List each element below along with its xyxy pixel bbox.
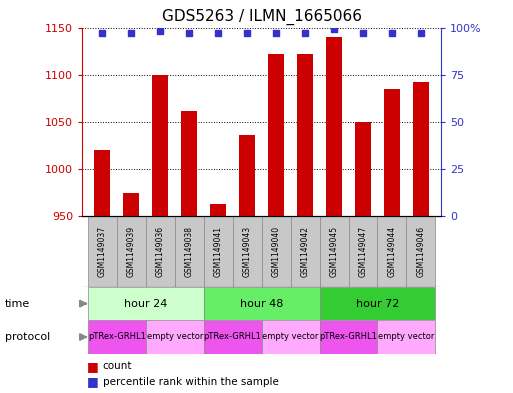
Bar: [378, 216, 406, 287]
Bar: [355, 122, 371, 216]
Bar: [326, 37, 342, 216]
Bar: [384, 89, 400, 216]
Text: hour 72: hour 72: [356, 299, 399, 309]
Point: [156, 28, 164, 35]
Text: percentile rank within the sample: percentile rank within the sample: [103, 377, 279, 387]
Bar: [146, 216, 175, 287]
Bar: [210, 204, 226, 216]
Point: [185, 30, 193, 36]
Text: pTRex-GRHL1: pTRex-GRHL1: [320, 332, 378, 342]
Text: hour 24: hour 24: [124, 299, 167, 309]
Text: pTRex-GRHL1: pTRex-GRHL1: [204, 332, 262, 342]
Point: [417, 30, 425, 36]
Point: [272, 30, 280, 36]
Text: time: time: [5, 299, 30, 309]
Bar: [94, 150, 110, 216]
Point: [98, 30, 107, 36]
Bar: [146, 320, 204, 354]
Text: protocol: protocol: [5, 332, 50, 342]
Text: GSM1149043: GSM1149043: [243, 226, 252, 277]
Bar: [239, 135, 255, 216]
Bar: [378, 320, 436, 354]
Point: [359, 30, 367, 36]
Bar: [88, 216, 117, 287]
Text: GSM1149037: GSM1149037: [98, 226, 107, 277]
Text: count: count: [103, 361, 132, 371]
Bar: [320, 216, 348, 287]
Bar: [297, 54, 313, 216]
Bar: [320, 287, 436, 320]
Text: GSM1149040: GSM1149040: [271, 226, 281, 277]
Bar: [268, 54, 284, 216]
Bar: [320, 320, 378, 354]
Bar: [117, 216, 146, 287]
Point: [388, 30, 396, 36]
Bar: [175, 216, 204, 287]
Text: empty vector: empty vector: [147, 332, 203, 342]
Bar: [88, 287, 204, 320]
Text: pTRex-GRHL1: pTRex-GRHL1: [88, 332, 146, 342]
Bar: [413, 82, 429, 216]
Bar: [290, 216, 320, 287]
Bar: [204, 287, 320, 320]
Bar: [123, 193, 139, 216]
Text: ■: ■: [87, 360, 99, 373]
Text: GSM1149046: GSM1149046: [417, 226, 425, 277]
Text: GSM1149044: GSM1149044: [387, 226, 397, 277]
Text: hour 48: hour 48: [240, 299, 283, 309]
Bar: [204, 320, 262, 354]
Bar: [233, 216, 262, 287]
Point: [330, 26, 338, 33]
Text: empty vector: empty vector: [378, 332, 435, 342]
Text: GSM1149045: GSM1149045: [329, 226, 339, 277]
Text: GSM1149039: GSM1149039: [127, 226, 136, 277]
Point: [301, 30, 309, 36]
Text: GSM1149036: GSM1149036: [156, 226, 165, 277]
Text: ■: ■: [87, 375, 99, 389]
Bar: [204, 216, 233, 287]
Bar: [88, 320, 146, 354]
Bar: [348, 216, 378, 287]
Text: GSM1149038: GSM1149038: [185, 226, 194, 277]
Text: GSM1149047: GSM1149047: [359, 226, 367, 277]
Bar: [262, 320, 320, 354]
Bar: [152, 75, 168, 216]
Bar: [181, 110, 197, 216]
Text: empty vector: empty vector: [263, 332, 319, 342]
Point: [214, 30, 222, 36]
Text: GSM1149041: GSM1149041: [214, 226, 223, 277]
Bar: [406, 216, 436, 287]
Text: GSM1149042: GSM1149042: [301, 226, 309, 277]
Point: [127, 30, 135, 36]
Bar: [262, 216, 290, 287]
Point: [243, 30, 251, 36]
Title: GDS5263 / ILMN_1665066: GDS5263 / ILMN_1665066: [162, 9, 362, 25]
